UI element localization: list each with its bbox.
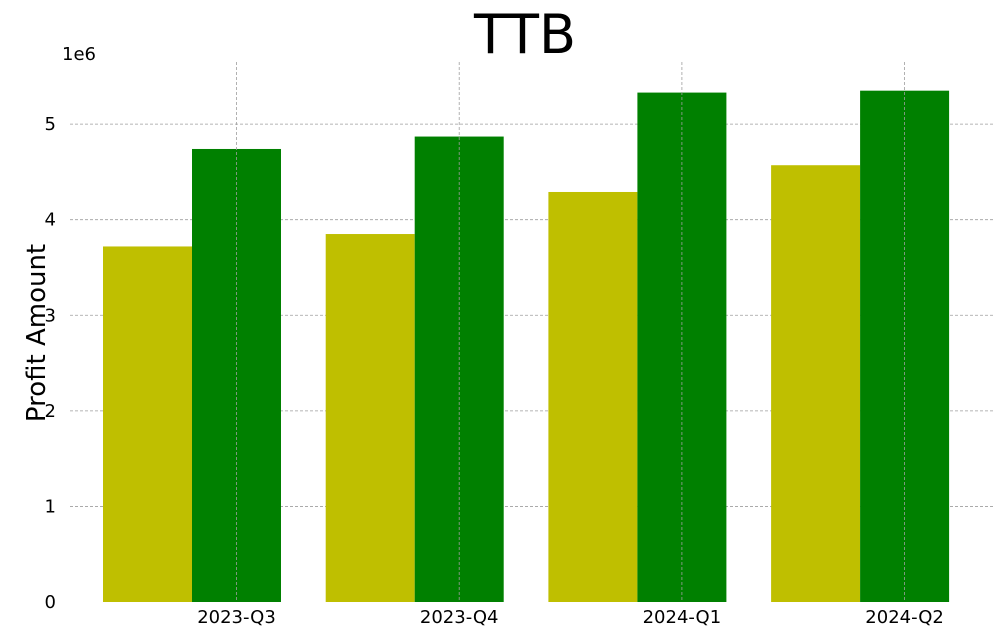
bar-2024-Q2-series-2 <box>860 90 950 602</box>
y-tick-label: 2 <box>45 401 56 422</box>
bar-2023-Q4-series-1 <box>325 234 415 602</box>
y-tick-label: 3 <box>45 305 56 326</box>
x-tick-label: 2024-Q1 <box>643 607 722 628</box>
bar-2023-Q3-series-1 <box>103 246 192 602</box>
chart-title: TTB <box>473 3 576 66</box>
x-axis-ticks: 2023-Q3 2023-Q4 2024-Q1 2024-Q2 <box>197 607 944 628</box>
y-tick-label: 4 <box>45 210 56 231</box>
bar-2024-Q1-series-1 <box>548 191 638 602</box>
x-tick-label: 2023-Q3 <box>197 607 276 628</box>
y-tick-label: 0 <box>45 592 56 613</box>
bar-2024-Q2-series-1 <box>771 165 861 602</box>
x-tick-label: 2023-Q4 <box>420 607 499 628</box>
y-tick-label: 5 <box>45 114 56 135</box>
bars <box>103 90 950 602</box>
y-axis-ticks: 0 1 2 3 4 5 <box>45 114 56 613</box>
y-tick-label: 1 <box>45 496 56 517</box>
x-tick-label: 2024-Q2 <box>865 607 944 628</box>
y-axis-label: Profit Amount <box>22 244 52 422</box>
y-axis-scale-label: 1e6 <box>62 44 96 65</box>
